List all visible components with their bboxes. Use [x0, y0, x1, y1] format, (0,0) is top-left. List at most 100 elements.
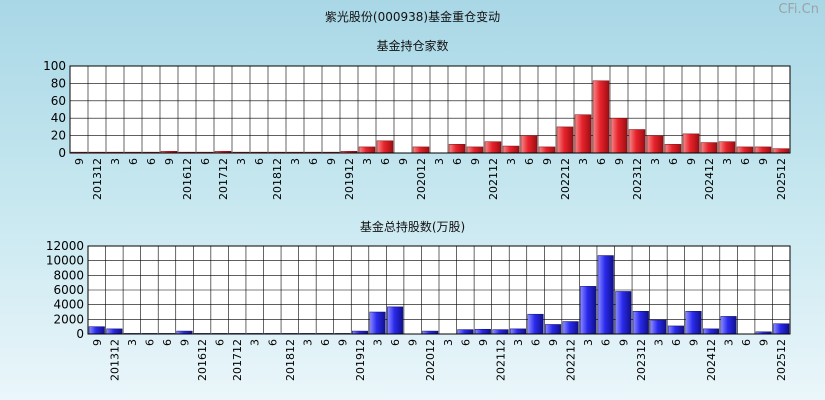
y-tick-label: 0: [58, 146, 66, 160]
page-title: 紫光股份(000938)基金重仓变动: [324, 10, 501, 24]
x-tick-label: 6: [740, 339, 753, 346]
x-tick-label: 3: [109, 158, 122, 165]
bar: [387, 306, 404, 335]
x-tick-label: 202012: [415, 158, 428, 200]
x-tick-label: 201612: [181, 158, 194, 200]
bar: [484, 141, 502, 154]
x-tick-label: 202112: [487, 158, 500, 200]
x-tick-label: 202412: [703, 158, 716, 200]
bar: [474, 328, 491, 335]
y-tick-label: 6000: [53, 283, 84, 297]
bar: [736, 146, 754, 154]
bar: [597, 255, 614, 335]
bar: [718, 141, 736, 154]
x-tick-label: 202112: [494, 339, 507, 381]
x-tick-label: 202512: [775, 339, 788, 381]
bar: [703, 328, 720, 335]
x-tick-label: 6: [253, 158, 266, 165]
bar: [527, 313, 544, 335]
x-tick-label: 3: [433, 158, 446, 165]
x-tick-label: 202012: [424, 339, 437, 381]
x-tick-label: 3: [505, 158, 518, 165]
x-tick-label: 3: [289, 158, 302, 165]
bar: [106, 328, 123, 335]
bar: [667, 325, 684, 335]
x-tick-label: 6: [143, 339, 156, 346]
x-tick-label: 6: [266, 339, 279, 346]
x-tick-label: 6: [667, 158, 680, 165]
x-tick-label: 9: [547, 339, 560, 346]
x-tick-label: 9: [91, 339, 104, 346]
x-tick-label: 3: [235, 158, 248, 165]
x-tick-label: 201312: [108, 339, 121, 381]
x-tick-label: 201812: [284, 339, 297, 381]
x-tick-label: 201712: [217, 158, 230, 200]
x-tick-label: 201812: [271, 158, 284, 200]
x-tick-label: 6: [530, 339, 543, 346]
x-tick-label: 202312: [631, 158, 644, 200]
x-tick-label: 3: [361, 158, 374, 165]
x-tick-label: 6: [451, 158, 464, 165]
x-tick-label: 202212: [559, 158, 572, 200]
x-tick-label: 3: [512, 339, 525, 346]
y-tick-label: 8000: [53, 268, 84, 282]
bar: [88, 326, 105, 335]
x-tick-label: 9: [397, 158, 410, 165]
x-tick-label: 6: [127, 158, 140, 165]
x-tick-label: 3: [301, 339, 314, 346]
x-tick-label: 202212: [565, 339, 578, 381]
x-tick-label: 6: [389, 339, 402, 346]
plot-frame: [69, 65, 791, 154]
x-tick-label: 3: [372, 339, 385, 346]
x-tick-label: 201612: [196, 339, 209, 381]
x-tick-label: 9: [617, 339, 630, 346]
bar: [628, 129, 646, 154]
x-tick-label: 202312: [635, 339, 648, 381]
x-tick-label: 3: [442, 339, 455, 346]
bar: [772, 148, 790, 154]
x-tick-label: 6: [595, 158, 608, 165]
bar: [369, 311, 386, 335]
bar: [466, 146, 484, 154]
bar: [457, 329, 474, 335]
x-tick-label: 202412: [705, 339, 718, 381]
x-tick-label: 9: [73, 158, 86, 165]
x-tick-label: 6: [214, 339, 227, 346]
bar: [556, 126, 574, 154]
x-tick-label: 9: [685, 158, 698, 165]
x-tick-label: 6: [600, 339, 613, 346]
x-tick-label: 9: [687, 339, 700, 346]
bar: [615, 291, 632, 335]
x-tick-label: 9: [613, 158, 626, 165]
watermark-logo: CFi.Cn: [778, 2, 819, 17]
x-tick-label: 6: [379, 158, 392, 165]
x-tick-label: 9: [758, 339, 771, 346]
bar: [646, 135, 664, 154]
bar: [632, 311, 649, 335]
bar: [545, 324, 562, 335]
x-tick-label: 3: [723, 339, 736, 346]
bar: [502, 145, 520, 154]
y-tick-label: 40: [51, 111, 66, 125]
bar: [520, 135, 538, 154]
x-tick-label: 9: [541, 158, 554, 165]
x-tick-label: 6: [145, 158, 158, 165]
x-tick-label: 6: [670, 339, 683, 346]
y-tick-label: 2000: [53, 312, 84, 326]
bar: [574, 114, 592, 154]
plot-frame: [87, 245, 791, 335]
bar: [685, 311, 702, 335]
bar: [580, 286, 597, 335]
x-tick-label: 6: [161, 339, 174, 346]
bar: [562, 321, 579, 335]
bar: [412, 146, 430, 154]
bar: [358, 146, 376, 154]
x-tick-label: 9: [336, 339, 349, 346]
y-tick-label: 60: [51, 94, 66, 108]
x-tick-label: 3: [126, 339, 139, 346]
x-tick-label: 3: [577, 158, 590, 165]
bar: [754, 146, 772, 154]
x-tick-label: 9: [477, 339, 490, 346]
